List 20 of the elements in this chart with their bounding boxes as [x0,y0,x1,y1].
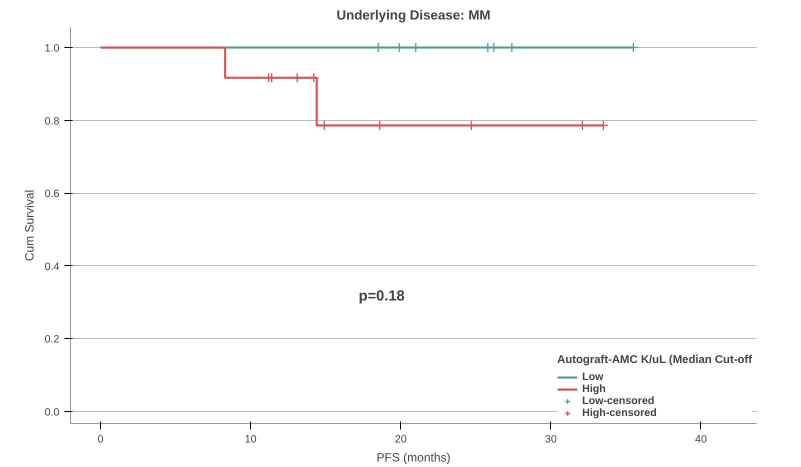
y-axis-title: Cum Survival [22,190,37,262]
x-tick-label: 10 [244,434,257,446]
legend-label: High-censored [582,407,657,419]
annotation: p=0.18 [358,288,405,305]
chart-title: Underlying Disease: MM [336,8,491,22]
legend-label: Low [582,371,604,383]
x-tick-label: 40 [695,434,707,446]
y-tick-label: 0.2 [44,334,60,346]
y-tick-label: 0.4 [44,260,60,273]
legend-label: High [582,383,606,395]
x-axis-title: PFS (months) [376,450,451,464]
y-tick-label: 1.0 [44,42,60,55]
y-tick-label: 0.0 [44,406,60,418]
legend-title: Autograft-AMC K/uL (Median Cut-off [557,354,752,366]
x-tick-label: 20 [394,434,407,446]
x-tick-label: 0 [98,434,104,446]
y-tick-label: 0.8 [44,115,60,128]
legend-label: Low-censored [582,395,654,407]
x-tick-label: 30 [544,434,557,446]
y-tick-label: 0.6 [44,188,60,200]
